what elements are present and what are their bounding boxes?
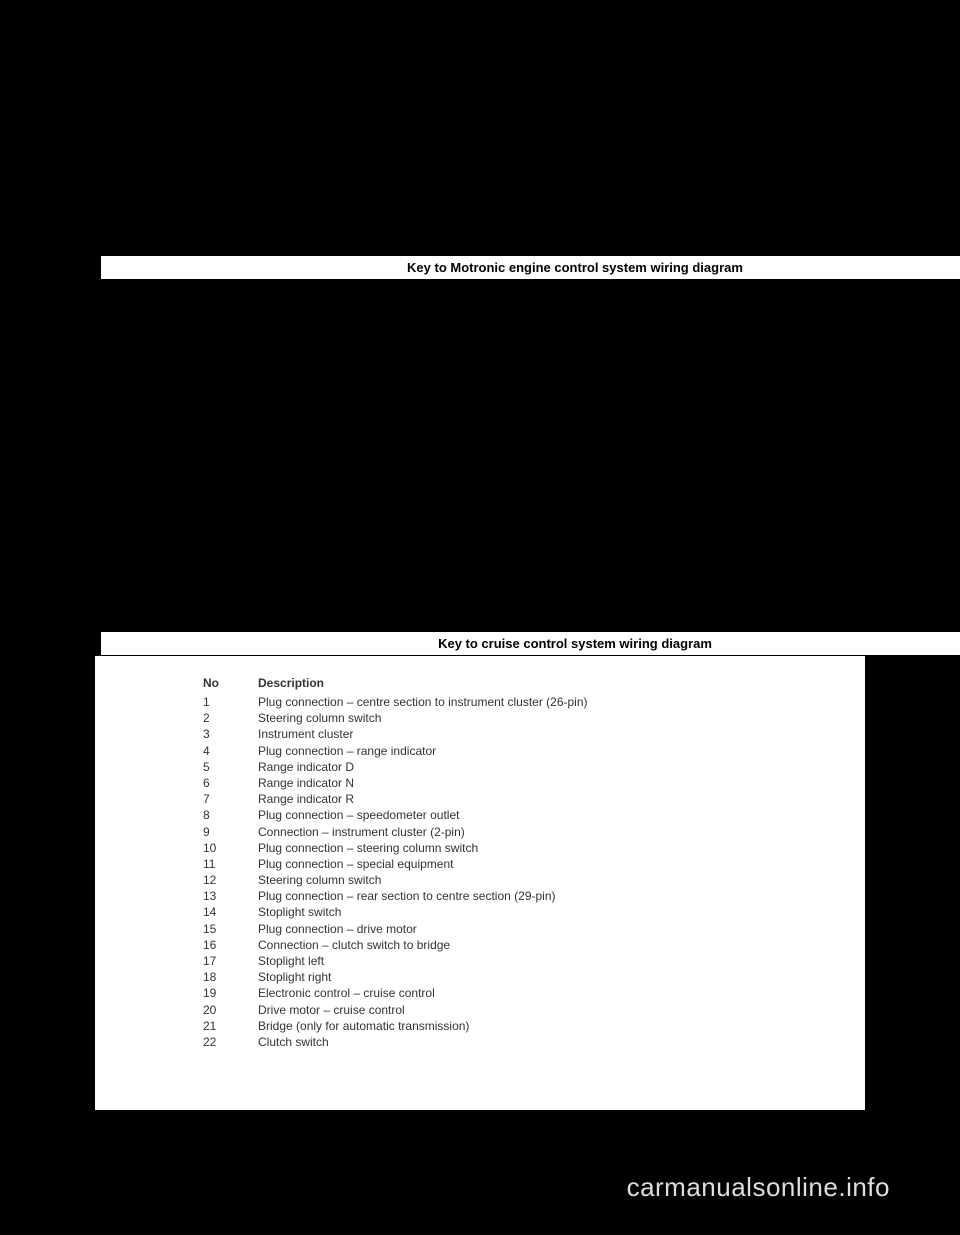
table-row: 14 Stoplight switch (203, 904, 865, 920)
table-row: 11 Plug connection – special equipment (203, 856, 865, 872)
row-no: 2 (203, 710, 258, 726)
row-desc: Stoplight switch (258, 904, 341, 920)
row-no: 12 (203, 872, 258, 888)
row-no: 1 (203, 694, 258, 710)
table-row: 19 Electronic control – cruise control (203, 985, 865, 1001)
table-row: 9 Connection – instrument cluster (2-pin… (203, 824, 865, 840)
row-no: 18 (203, 969, 258, 985)
table-row: 15 Plug connection – drive motor (203, 921, 865, 937)
row-desc: Plug connection – range indicator (258, 743, 436, 759)
row-no: 20 (203, 1002, 258, 1018)
table-row: 5 Range indicator D (203, 759, 865, 775)
watermark: carmanualsonline.info (627, 1172, 890, 1203)
row-desc: Instrument cluster (258, 726, 353, 742)
table-row: 18 Stoplight right (203, 969, 865, 985)
row-no: 19 (203, 985, 258, 1001)
row-desc: Connection – instrument cluster (2-pin) (258, 824, 465, 840)
row-no: 3 (203, 726, 258, 742)
row-desc: Steering column switch (258, 710, 381, 726)
table-row: 22 Clutch switch (203, 1034, 865, 1050)
row-desc: Range indicator R (258, 791, 354, 807)
row-no: 4 (203, 743, 258, 759)
table-row: 16 Connection – clutch switch to bridge (203, 937, 865, 953)
row-desc: Stoplight left (258, 953, 324, 969)
row-desc: Range indicator D (258, 759, 354, 775)
row-no: 15 (203, 921, 258, 937)
section-header-cruise-title: Key to cruise control system wiring diag… (438, 636, 712, 651)
row-no: 22 (203, 1034, 258, 1050)
row-desc: Range indicator N (258, 775, 354, 791)
section-header-cruise: Key to cruise control system wiring diag… (95, 632, 960, 655)
key-table: No Description 1 Plug connection – centr… (203, 676, 865, 1050)
table-row: 17 Stoplight left (203, 953, 865, 969)
row-no: 8 (203, 807, 258, 823)
row-desc: Steering column switch (258, 872, 381, 888)
content-panel: No Description 1 Plug connection – centr… (95, 656, 865, 1110)
row-no: 7 (203, 791, 258, 807)
row-no: 11 (203, 856, 258, 872)
table-row: 10 Plug connection – steering column swi… (203, 840, 865, 856)
row-desc: Plug connection – rear section to centre… (258, 888, 556, 904)
row-no: 9 (203, 824, 258, 840)
table-row: 13 Plug connection – rear section to cen… (203, 888, 865, 904)
table-row: 1 Plug connection – centre section to in… (203, 694, 865, 710)
row-desc: Bridge (only for automatic transmission) (258, 1018, 469, 1034)
row-no: 10 (203, 840, 258, 856)
table-row: 4 Plug connection – range indicator (203, 743, 865, 759)
table-row: 20 Drive motor – cruise control (203, 1002, 865, 1018)
row-desc: Electronic control – cruise control (258, 985, 435, 1001)
table-row: 12 Steering column switch (203, 872, 865, 888)
row-desc: Plug connection – drive motor (258, 921, 417, 937)
table-row: 7 Range indicator R (203, 791, 865, 807)
table-header-no: No (203, 676, 258, 690)
row-no: 17 (203, 953, 258, 969)
row-no: 6 (203, 775, 258, 791)
table-row: 3 Instrument cluster (203, 726, 865, 742)
table-header-description: Description (258, 676, 324, 690)
row-no: 5 (203, 759, 258, 775)
row-no: 21 (203, 1018, 258, 1034)
row-no: 13 (203, 888, 258, 904)
row-no: 14 (203, 904, 258, 920)
row-desc: Connection – clutch switch to bridge (258, 937, 450, 953)
table-header-row: No Description (203, 676, 865, 690)
row-desc: Clutch switch (258, 1034, 329, 1050)
table-row: 8 Plug connection – speedometer outlet (203, 807, 865, 823)
section-header-motronic: Key to Motronic engine control system wi… (95, 256, 960, 279)
row-desc: Plug connection – speedometer outlet (258, 807, 459, 823)
row-desc: Plug connection – special equipment (258, 856, 453, 872)
row-desc: Drive motor – cruise control (258, 1002, 405, 1018)
row-desc: Stoplight right (258, 969, 331, 985)
section-header-motronic-title: Key to Motronic engine control system wi… (407, 260, 743, 275)
row-desc: Plug connection – centre section to inst… (258, 694, 638, 710)
table-row: 6 Range indicator N (203, 775, 865, 791)
table-row: 2 Steering column switch (203, 710, 865, 726)
row-no: 16 (203, 937, 258, 953)
table-row: 21 Bridge (only for automatic transmissi… (203, 1018, 865, 1034)
row-desc: Plug connection – steering column switch (258, 840, 478, 856)
